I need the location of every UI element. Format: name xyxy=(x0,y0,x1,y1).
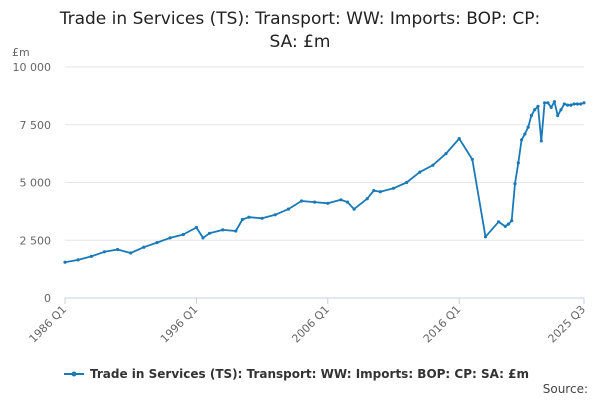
data-point xyxy=(352,207,356,211)
data-point xyxy=(552,100,557,104)
data-point xyxy=(546,101,550,105)
data-point xyxy=(273,213,277,217)
data-point xyxy=(405,180,409,185)
y-tick-label: 7 500 xyxy=(20,119,52,132)
data-point xyxy=(299,199,304,203)
series-layer xyxy=(63,100,586,264)
axes: £m 0 2 500 5 000 7 500 10 000 1986 Q1 1996 Q1 2… xyxy=(12,46,588,345)
source-label: Source: xyxy=(542,382,588,396)
data-point xyxy=(286,207,290,211)
x-tick-label: 1996 Q1 xyxy=(158,303,201,346)
data-point xyxy=(556,113,560,118)
data-point xyxy=(63,260,67,264)
data-point xyxy=(575,102,580,106)
data-point xyxy=(513,182,517,186)
legend-label[interactable]: Trade in Services (TS): Transport: WW: I… xyxy=(90,367,529,381)
data-point xyxy=(372,189,376,193)
data-point xyxy=(582,101,586,105)
x-tick-label: 2025 Q3 xyxy=(546,303,589,346)
data-point xyxy=(579,102,583,106)
chart-title-line2: SA: £m xyxy=(269,32,331,52)
data-point xyxy=(221,228,225,232)
data-point xyxy=(116,247,120,252)
data-point xyxy=(510,219,514,223)
data-point xyxy=(345,200,350,204)
y-tick-label: 0 xyxy=(44,292,51,305)
data-point xyxy=(483,235,488,239)
data-point xyxy=(503,224,507,228)
data-point xyxy=(566,103,570,107)
data-point xyxy=(142,245,146,249)
data-point xyxy=(533,108,537,112)
data-point xyxy=(562,102,566,106)
x-tick-label: 2006 Q1 xyxy=(289,303,332,346)
data-point xyxy=(431,163,435,167)
x-tick-label: 1986 Q1 xyxy=(27,303,70,346)
data-point xyxy=(520,138,524,142)
chart-title-line1: Trade in Services (TS): Transport: WW: I… xyxy=(59,9,541,29)
data-point xyxy=(526,125,530,129)
data-point xyxy=(339,198,343,202)
data-point xyxy=(470,157,474,161)
data-point xyxy=(516,161,520,165)
series-line xyxy=(64,100,585,264)
data-point xyxy=(365,197,369,201)
data-point xyxy=(523,132,527,136)
data-point xyxy=(313,200,317,204)
x-tick-label: 2016 Q1 xyxy=(421,303,464,346)
data-point xyxy=(536,104,540,108)
y-tick-label: 5 000 xyxy=(20,177,52,190)
data-point xyxy=(326,201,330,205)
data-point xyxy=(391,186,396,190)
grid-lines xyxy=(65,66,584,241)
data-point xyxy=(559,108,563,112)
data-point xyxy=(129,251,133,255)
data-point xyxy=(539,139,543,143)
data-point xyxy=(572,102,576,106)
data-point xyxy=(444,152,448,156)
data-point xyxy=(168,236,172,240)
data-point xyxy=(457,137,461,141)
data-point xyxy=(181,232,185,237)
data-point xyxy=(207,231,212,235)
data-point xyxy=(543,101,547,105)
legend-marker xyxy=(71,371,77,377)
data-point xyxy=(497,220,501,224)
data-point xyxy=(194,225,198,230)
data-point xyxy=(549,105,553,109)
data-point xyxy=(247,215,251,219)
chart-title: Trade in Services (TS): Transport: WW: I… xyxy=(0,8,600,54)
data-point xyxy=(234,229,238,233)
data-point xyxy=(102,250,106,254)
y-tick-label: 2 500 xyxy=(20,234,52,247)
data-point xyxy=(76,258,80,262)
data-point xyxy=(418,170,422,174)
data-point xyxy=(260,216,264,220)
data-point xyxy=(569,103,573,107)
data-point xyxy=(155,241,159,245)
data-point xyxy=(506,222,510,226)
data-point xyxy=(378,190,382,194)
data-point xyxy=(529,113,534,118)
legend[interactable]: Trade in Services (TS): Transport: WW: I… xyxy=(64,367,529,381)
y-unit-label: £m xyxy=(12,46,30,59)
data-point xyxy=(240,217,244,222)
y-tick-label: 10 000 xyxy=(13,61,52,74)
data-point xyxy=(89,254,93,258)
data-point xyxy=(201,236,205,240)
